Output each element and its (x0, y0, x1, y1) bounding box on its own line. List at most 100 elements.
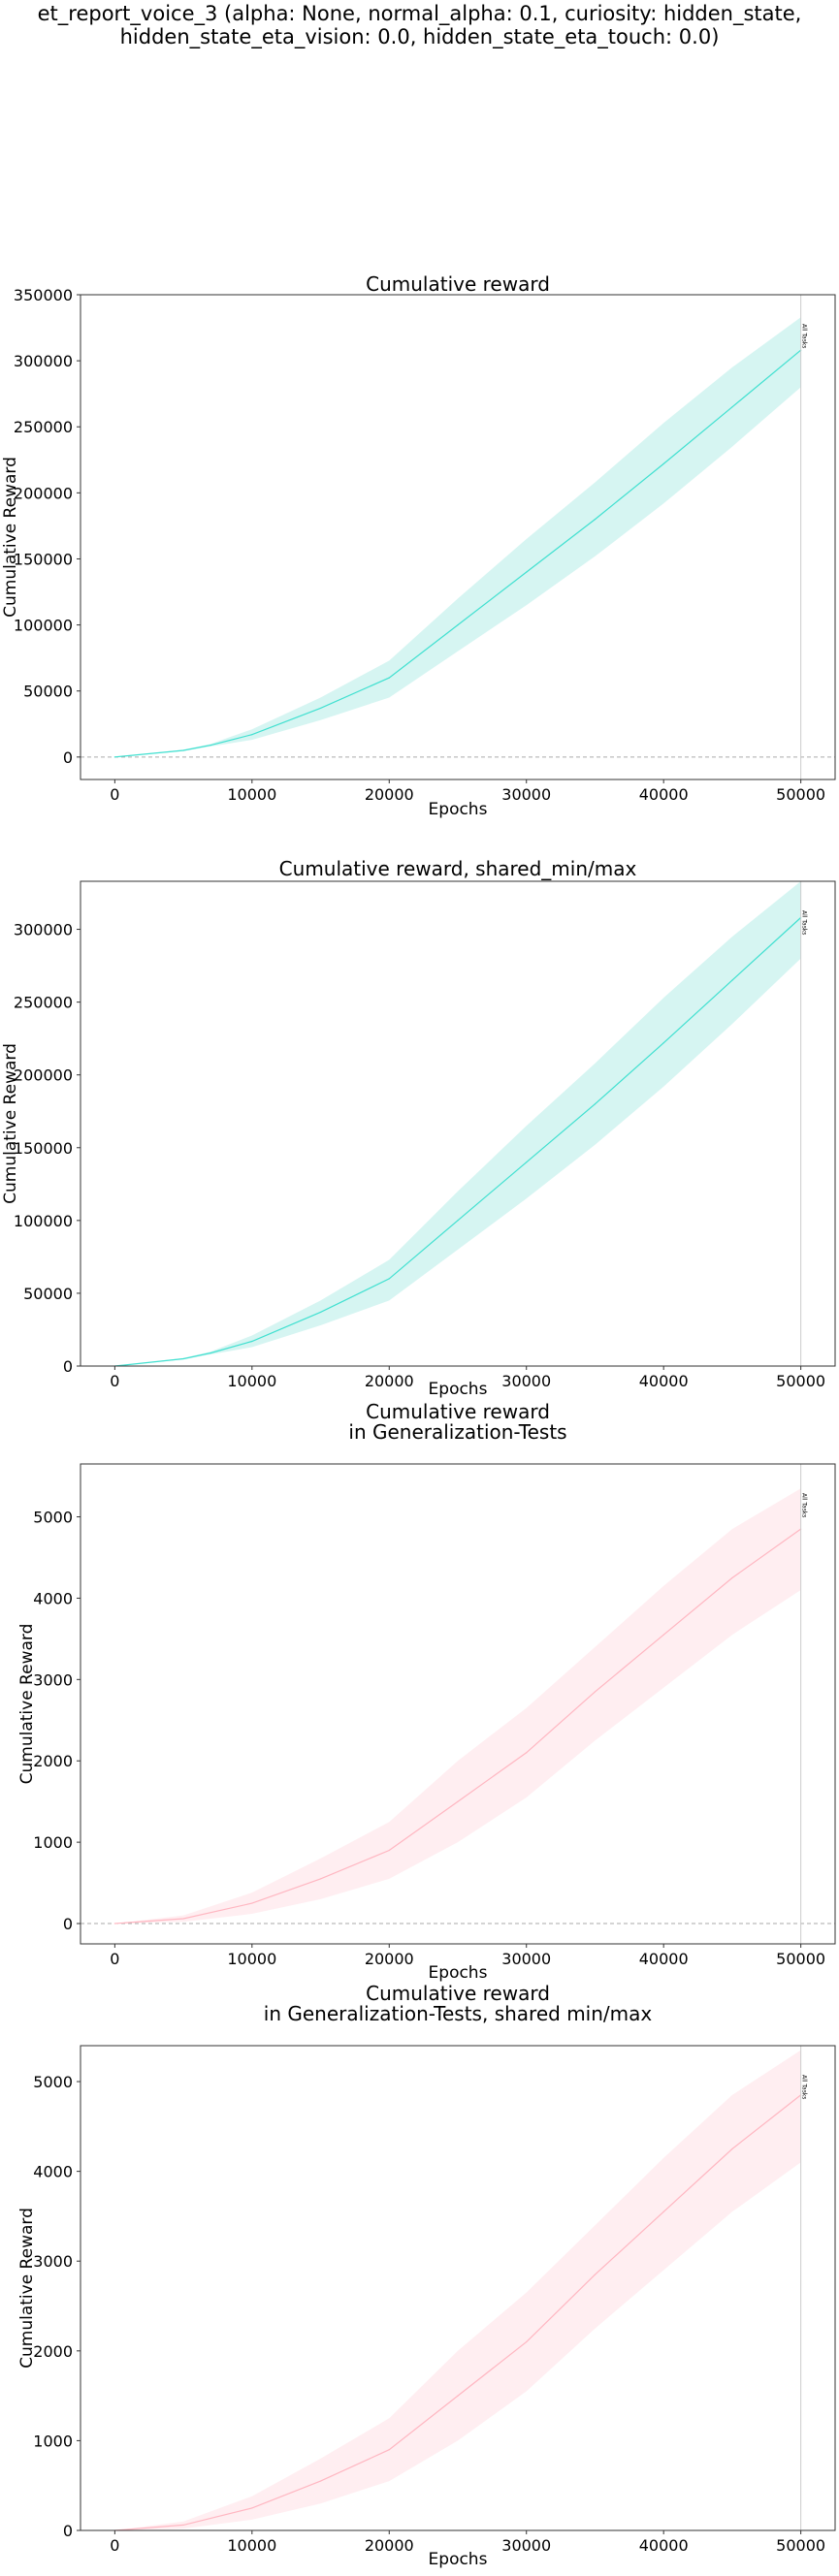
y-tick-label: 4000 (33, 1589, 73, 1607)
x-tick-label: 40000 (639, 1372, 689, 1390)
y-tick-label: 300000 (14, 921, 73, 939)
y-tick-label: 5000 (33, 2073, 73, 2091)
chart-title: Cumulative reward in Generalization-Tests (348, 1400, 566, 1444)
x-tick-label: 30000 (501, 785, 551, 804)
mean-reward-point (594, 2274, 597, 2275)
mean-reward-point (457, 623, 459, 626)
mean-reward-point (526, 1161, 528, 1163)
mean-reward-point (662, 1042, 664, 1044)
figure-suptitle: et_report_voice_3 (alpha: None, normal_a… (37, 2, 802, 48)
mean-reward-point (388, 2449, 390, 2451)
y-tick-label: 250000 (14, 994, 73, 1012)
task-boundary-label: All Tasks (801, 1493, 808, 1517)
mean-reward-point (251, 734, 253, 736)
y-tick-label: 150000 (14, 550, 73, 568)
mean-reward-point (251, 1340, 253, 1343)
y-tick-label: 1000 (33, 2432, 73, 2450)
y-axis-label: Cumulative Reward (1, 457, 20, 618)
x-tick-label: 0 (110, 2536, 119, 2555)
x-tick-label: 50000 (776, 785, 825, 804)
y-tick-label: 200000 (14, 1066, 73, 1085)
confidence-band (114, 317, 801, 757)
x-tick-label: 30000 (501, 1372, 551, 1390)
x-tick-label: 10000 (227, 785, 276, 804)
y-tick-label: 250000 (14, 418, 73, 436)
chart-title-line: Cumulative reward (366, 1982, 550, 2005)
mean-reward-point (526, 571, 528, 573)
x-tick-label: 10000 (227, 1950, 276, 1968)
chart-cumulative-reward: Cumulative reward All Tasks 0 10000 20000 300… (1, 272, 836, 819)
mean-reward-point (731, 2147, 733, 2150)
mean-reward-point (731, 979, 733, 981)
x-tick-label: 10000 (227, 1372, 276, 1390)
x-tick-label: 20000 (365, 785, 414, 804)
x-tick-label: 50000 (776, 2536, 825, 2555)
y-tick-label: 5000 (33, 1509, 73, 1527)
y-tick-label: 2000 (33, 2342, 73, 2361)
mean-reward-line (114, 349, 801, 758)
mean-reward-point (319, 707, 322, 710)
task-boundary-label: All Tasks (801, 2075, 808, 2099)
x-tick-label: 10000 (227, 2536, 276, 2555)
axes-frame (80, 880, 836, 1367)
x-tick-label: 0 (110, 1372, 119, 1390)
mean-reward-point (731, 1576, 733, 1579)
mean-reward-point (388, 1278, 390, 1280)
y-tick-label: 1000 (33, 1833, 73, 1852)
x-tick-label: 20000 (365, 1372, 414, 1390)
x-tick-label: 40000 (639, 785, 689, 804)
x-axis-label: Epochs (429, 1380, 488, 1399)
y-tick-label: 0 (63, 1915, 73, 1933)
x-tick-label: 0 (110, 785, 119, 804)
x-tick-label: 20000 (365, 1950, 414, 1968)
mean-reward-point (457, 1220, 459, 1222)
chart-title-line: Cumulative reward (366, 272, 550, 296)
y-tick-label: 50000 (23, 683, 73, 701)
chart-title-line: in Generalization-Tests, shared min/max (264, 2002, 653, 2025)
mean-reward-point (319, 2480, 322, 2482)
x-tick-label: 50000 (776, 1372, 825, 1390)
y-tick-label: 300000 (14, 352, 73, 370)
chart-title-line: Cumulative reward (366, 1400, 550, 1423)
y-tick-label: 0 (63, 1357, 73, 1376)
mean-reward-point (388, 1849, 390, 1852)
mean-reward-point (457, 1800, 459, 1802)
mean-reward-point (594, 1103, 597, 1105)
mean-reward-point (662, 462, 664, 464)
y-axis-label: Cumulative Reward (1, 1043, 20, 1204)
x-tick-label: 30000 (501, 2536, 551, 2555)
x-axis-label: Epochs (429, 800, 488, 819)
confidence-band (114, 2050, 801, 2530)
mean-reward-point (113, 1923, 115, 1924)
x-axis-label: Epochs (429, 2550, 488, 2569)
mean-reward-point (182, 749, 184, 751)
mean-reward-point (526, 2340, 528, 2343)
y-tick-label: 100000 (14, 617, 73, 635)
chart-title: Cumulative reward in Generalization-Tests… (264, 1982, 653, 2025)
chart-cumulative-reward-shared: Cumulative reward, shared_min/max All Tas… (1, 857, 836, 1399)
mean-reward-point (182, 2524, 184, 2527)
x-axis-label: Epochs (429, 1963, 488, 1983)
chart-generalization-reward-shared: Cumulative reward in Generalization-Tests… (17, 1982, 836, 2569)
mean-reward-point (210, 1352, 211, 1354)
y-tick-label: 150000 (14, 1139, 73, 1158)
mean-reward-point (182, 1357, 184, 1360)
y-tick-label: 0 (63, 2522, 73, 2540)
mean-reward-point (594, 519, 597, 521)
y-tick-label: 2000 (33, 1752, 73, 1770)
mean-reward-point (251, 1902, 253, 1904)
y-tick-label: 4000 (33, 2163, 73, 2181)
mean-reward-point (113, 756, 115, 758)
mean-reward-point (388, 677, 390, 679)
y-axis-label: Cumulative Reward (17, 1624, 37, 1785)
x-tick-label: 40000 (639, 2536, 689, 2555)
x-tick-label: 50000 (776, 1950, 825, 1968)
mean-reward-point (182, 1918, 184, 1920)
y-tick-label: 200000 (14, 484, 73, 502)
y-tick-label: 3000 (33, 2252, 73, 2271)
confidence-band (114, 1488, 801, 1924)
mean-reward-point (594, 1691, 597, 1693)
mean-reward-point (662, 1634, 664, 1636)
x-tick-label: 40000 (639, 1950, 689, 1968)
chart-title: Cumulative reward (366, 272, 550, 296)
